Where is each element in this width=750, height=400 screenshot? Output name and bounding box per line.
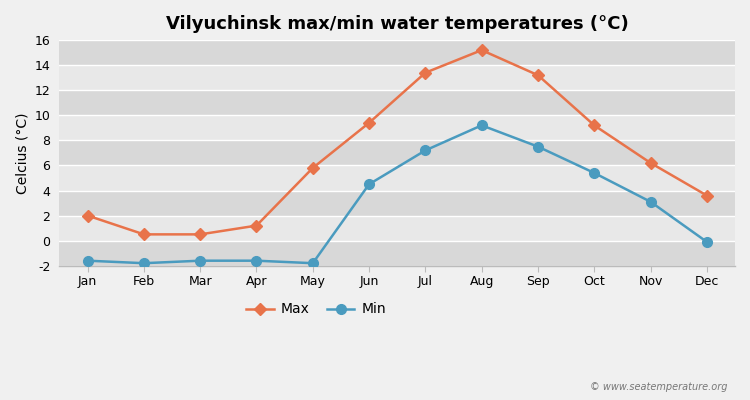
Min — [308, 261, 317, 266]
Title: Vilyuchinsk max/min water temperatures (°C): Vilyuchinsk max/min water temperatures (… — [166, 15, 628, 33]
Max — [364, 120, 374, 125]
Max — [196, 232, 205, 237]
Bar — [59, 166, 735, 190]
Bar — [59, 190, 735, 216]
Min — [646, 199, 655, 204]
Min — [252, 258, 261, 263]
Bar — [59, 65, 735, 90]
Y-axis label: Celcius (°C): Celcius (°C) — [15, 112, 29, 194]
Max — [83, 213, 92, 218]
Min — [140, 261, 148, 266]
Min — [477, 123, 486, 128]
Min — [590, 170, 598, 175]
Min — [196, 258, 205, 263]
Max — [702, 193, 711, 198]
Max — [252, 223, 261, 228]
Legend: Max, Min: Max, Min — [241, 297, 392, 322]
Min — [533, 144, 542, 149]
Bar — [59, 241, 735, 266]
Text: © www.seatemperature.org: © www.seatemperature.org — [590, 382, 728, 392]
Min — [421, 148, 430, 153]
Bar — [59, 140, 735, 166]
Bar — [59, 216, 735, 241]
Max — [533, 73, 542, 78]
Bar — [59, 40, 735, 65]
Max — [477, 48, 486, 52]
Max — [421, 70, 430, 75]
Min — [702, 240, 711, 244]
Max — [590, 123, 598, 128]
Bar — [59, 115, 735, 140]
Line: Min: Min — [82, 120, 712, 268]
Min — [83, 258, 92, 263]
Line: Max: Max — [83, 46, 711, 238]
Min — [364, 182, 374, 187]
Bar — [59, 90, 735, 115]
Max — [140, 232, 148, 237]
Max — [308, 166, 317, 170]
Max — [646, 160, 655, 165]
